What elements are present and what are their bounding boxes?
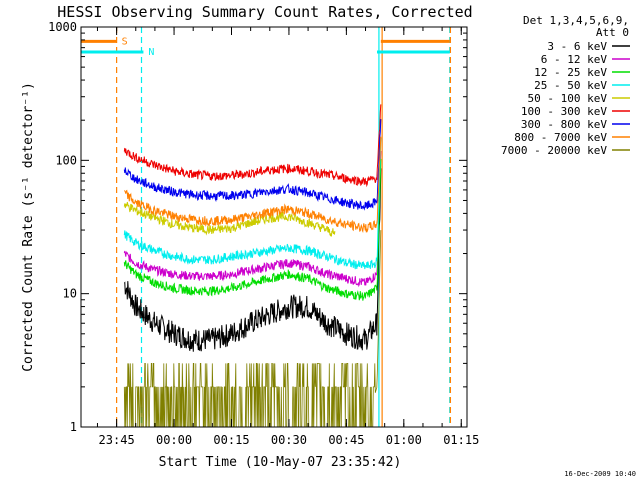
top-bar-label: N [148, 47, 154, 58]
x-tick-label: 00:30 [271, 433, 307, 447]
legend-entry-label: 12 - 25 keV [534, 66, 607, 79]
series-line-5 [123, 201, 336, 237]
series-line-7 [123, 119, 382, 211]
legend-entry-label: 300 - 800 keV [521, 118, 607, 131]
legend-entry-label: 100 - 300 keV [521, 105, 607, 118]
x-axis-label: Start Time (10-May-07 23:35:42) [159, 455, 402, 470]
y-tick-label: 1 [70, 420, 77, 434]
x-tick-label: 00:45 [328, 433, 364, 447]
top-bar-label: S [122, 36, 128, 47]
footer-timestamp: 16-Dec-2009 10:40 [564, 470, 636, 478]
top-bar-layer: SN [81, 36, 450, 58]
y-tick-label: 10 [63, 287, 77, 301]
legend-entry-label: 7000 - 20000 keV [501, 144, 607, 157]
legend-entry-label: 25 - 50 keV [534, 79, 607, 92]
legend-entry-label: 3 - 6 keV [547, 40, 607, 53]
series-line-6 [123, 104, 382, 188]
series-line-3 [123, 158, 382, 301]
series-line-8 [123, 136, 382, 234]
x-tick-label: 01:00 [386, 433, 422, 447]
legend-entry-label: 50 - 100 keV [528, 92, 608, 105]
y-tick-label: 1000 [48, 20, 77, 34]
y-tick-label: 100 [55, 153, 77, 167]
x-tick-label: 23:45 [99, 433, 135, 447]
x-axis: 23:45 00:00 00:15 00:30 00:45 01:00 01:15 [96, 27, 479, 447]
y-axis-label: Corrected Count Rate (s⁻¹ detector⁻¹) [21, 82, 36, 372]
series-line-9 [123, 230, 382, 428]
marker-layer [116, 27, 452, 427]
y-axis: 1 10 100 1000 [48, 20, 467, 434]
x-tick-label: 00:15 [213, 433, 249, 447]
series-line-4 [123, 137, 382, 270]
legend-entry-label: 6 - 12 keV [541, 53, 608, 66]
series-line-1 [123, 168, 382, 352]
series-layer [123, 104, 382, 428]
series-line-2 [123, 150, 382, 288]
legend-header-line-2: Att 0 [596, 26, 629, 39]
legend-entry-label: 800 - 7000 keV [514, 131, 607, 144]
x-tick-label: 00:00 [156, 433, 192, 447]
chart-title: HESSI Observing Summary Count Rates, Cor… [57, 3, 472, 21]
x-tick-label: 01:15 [443, 433, 479, 447]
legend-header-line-1: Det 1,3,4,5,6,9, [523, 14, 629, 27]
plot-frame [80, 26, 468, 428]
